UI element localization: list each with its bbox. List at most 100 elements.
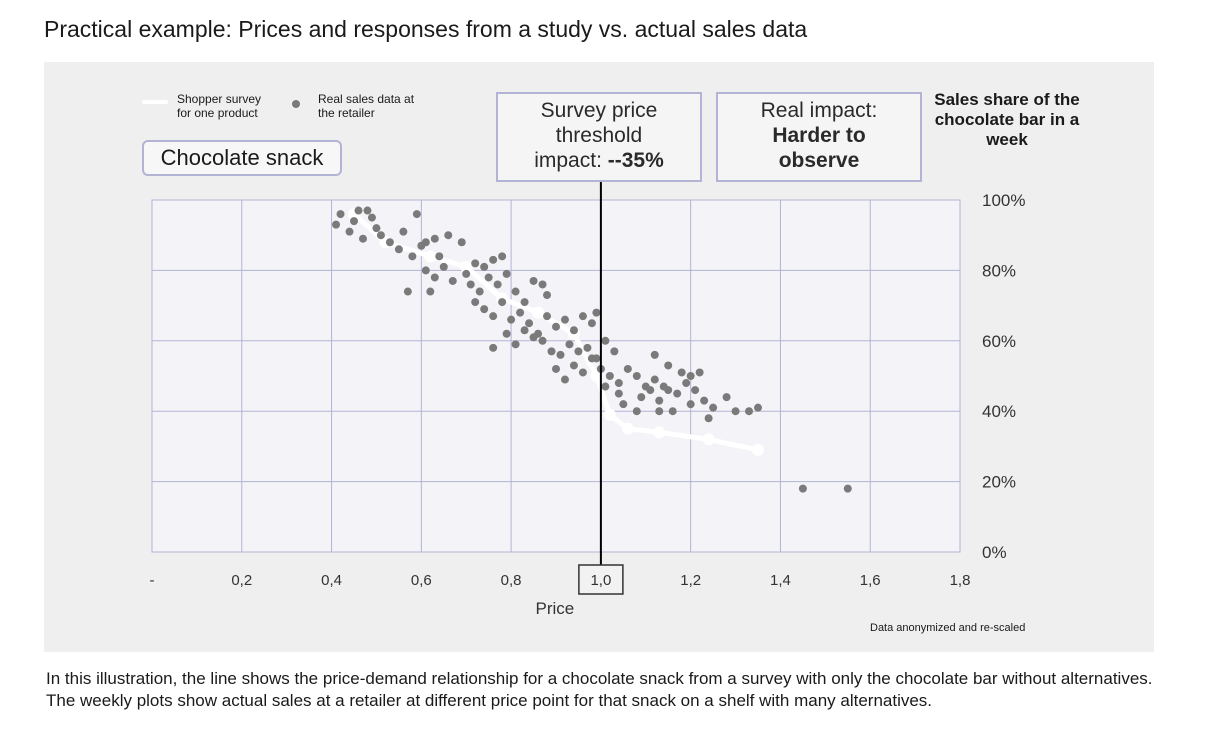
survey-point	[621, 422, 634, 435]
sales-dot	[686, 372, 695, 380]
sales-dot	[332, 220, 341, 229]
sales-dot	[565, 340, 574, 349]
sales-dot	[457, 238, 466, 247]
sales-dot	[731, 407, 740, 416]
real-impact-callout: Real impact: Harder to observe	[716, 92, 922, 182]
sales-dot	[650, 350, 659, 359]
sales-dot	[426, 287, 435, 296]
survey-point	[460, 260, 473, 273]
sales-dot	[336, 210, 345, 219]
sales-dot	[529, 333, 538, 342]
sales-dot	[560, 315, 569, 324]
x-tick-label: 1,2	[680, 572, 701, 589]
sales-dot	[358, 234, 367, 243]
sales-dot	[691, 386, 700, 395]
sales-dot	[704, 414, 713, 423]
survey-point	[424, 250, 437, 263]
sales-dot	[592, 308, 601, 317]
sales-dot	[556, 350, 565, 359]
sales-dot	[498, 252, 507, 261]
y-tick-label: 80%	[982, 261, 1016, 280]
sales-dot	[430, 234, 439, 243]
figure-caption: In this illustration, the line shows the…	[46, 669, 1153, 710]
x-tick-label: 0,4	[321, 572, 342, 589]
legend-survey-label: Shopper survey for one product	[177, 92, 262, 120]
sales-dot	[471, 298, 480, 307]
sales-dot	[552, 322, 560, 331]
plot-area	[151, 199, 961, 553]
sales-dot	[372, 224, 381, 233]
x-tick-label: 1,0	[590, 572, 611, 589]
sales-dot	[502, 329, 511, 338]
sales-dot	[489, 255, 498, 264]
survey-callout-impact-value: --35%	[607, 149, 664, 172]
sales-dot	[632, 372, 641, 380]
sales-dot	[489, 343, 498, 352]
sales-dot	[484, 273, 493, 282]
sales-dot	[668, 407, 677, 416]
x-tick-label: 1,4	[770, 572, 791, 589]
sales-dot	[516, 308, 525, 317]
sales-dot	[394, 245, 403, 254]
sales-dot	[754, 403, 762, 412]
sales-dot	[435, 252, 444, 261]
sales-dot	[583, 343, 592, 352]
y-axis-title: Sales share of the chocolate bar in a we…	[934, 90, 1080, 149]
sales-dot	[578, 368, 587, 377]
sales-dot	[601, 382, 610, 391]
real-callout-line1: Real impact:	[760, 99, 878, 122]
sales-dot	[538, 280, 547, 289]
sales-dot	[700, 396, 709, 405]
sales-dot	[655, 396, 664, 405]
y-tick-label: 40%	[982, 402, 1016, 421]
sales-dot	[695, 368, 704, 377]
sales-dot	[376, 231, 385, 240]
sales-dot	[709, 403, 718, 412]
sales-dot	[677, 368, 686, 377]
product-label: Chocolate snack	[142, 140, 342, 176]
survey-point	[603, 408, 616, 421]
sales-dot	[843, 484, 852, 493]
survey-point	[752, 443, 764, 456]
sales-dot	[587, 354, 596, 363]
survey-callout-line1: Survey price	[540, 99, 658, 122]
survey-callout-line3: impact: --35%	[498, 148, 700, 173]
sales-dot	[529, 276, 538, 285]
sales-dot	[480, 262, 489, 271]
survey-point	[532, 306, 545, 319]
sales-dot	[399, 227, 408, 236]
sales-dot	[664, 361, 673, 370]
y-tick-label: 0%	[982, 543, 1007, 562]
sales-dot	[471, 259, 480, 268]
sales-dot	[655, 407, 664, 416]
sales-dot	[798, 484, 807, 493]
sales-dot	[578, 312, 587, 321]
real-callout-line3: observe	[778, 149, 860, 172]
highlighted-tick-box	[578, 564, 624, 595]
sales-dot	[489, 312, 498, 321]
survey-point	[702, 433, 715, 446]
survey-point	[653, 426, 666, 439]
sales-dot	[637, 393, 646, 402]
sales-dot	[462, 269, 471, 278]
y-tick-label: 100%	[982, 191, 1025, 210]
sales-dot	[345, 227, 354, 236]
real-callout-line2: Harder to	[772, 124, 866, 147]
y-tick-label: 60%	[982, 332, 1016, 351]
sales-dot	[686, 400, 695, 409]
x-tick-label: 0,6	[411, 572, 432, 589]
sales-dot	[574, 347, 583, 356]
sales-dot	[444, 231, 453, 240]
grid	[151, 199, 961, 553]
sales-dot	[350, 217, 358, 226]
sales-dot	[646, 386, 655, 395]
sales-dot	[538, 336, 547, 345]
sales-dot	[493, 280, 502, 289]
x-tick-label: 0,2	[231, 572, 252, 589]
sales-dot	[722, 393, 731, 402]
sales-dot	[421, 266, 430, 275]
sales-dot	[587, 319, 596, 328]
sales-dot	[412, 210, 421, 219]
sales-dots-layer	[332, 182, 852, 565]
x-tick-label: 1,6	[860, 572, 881, 589]
